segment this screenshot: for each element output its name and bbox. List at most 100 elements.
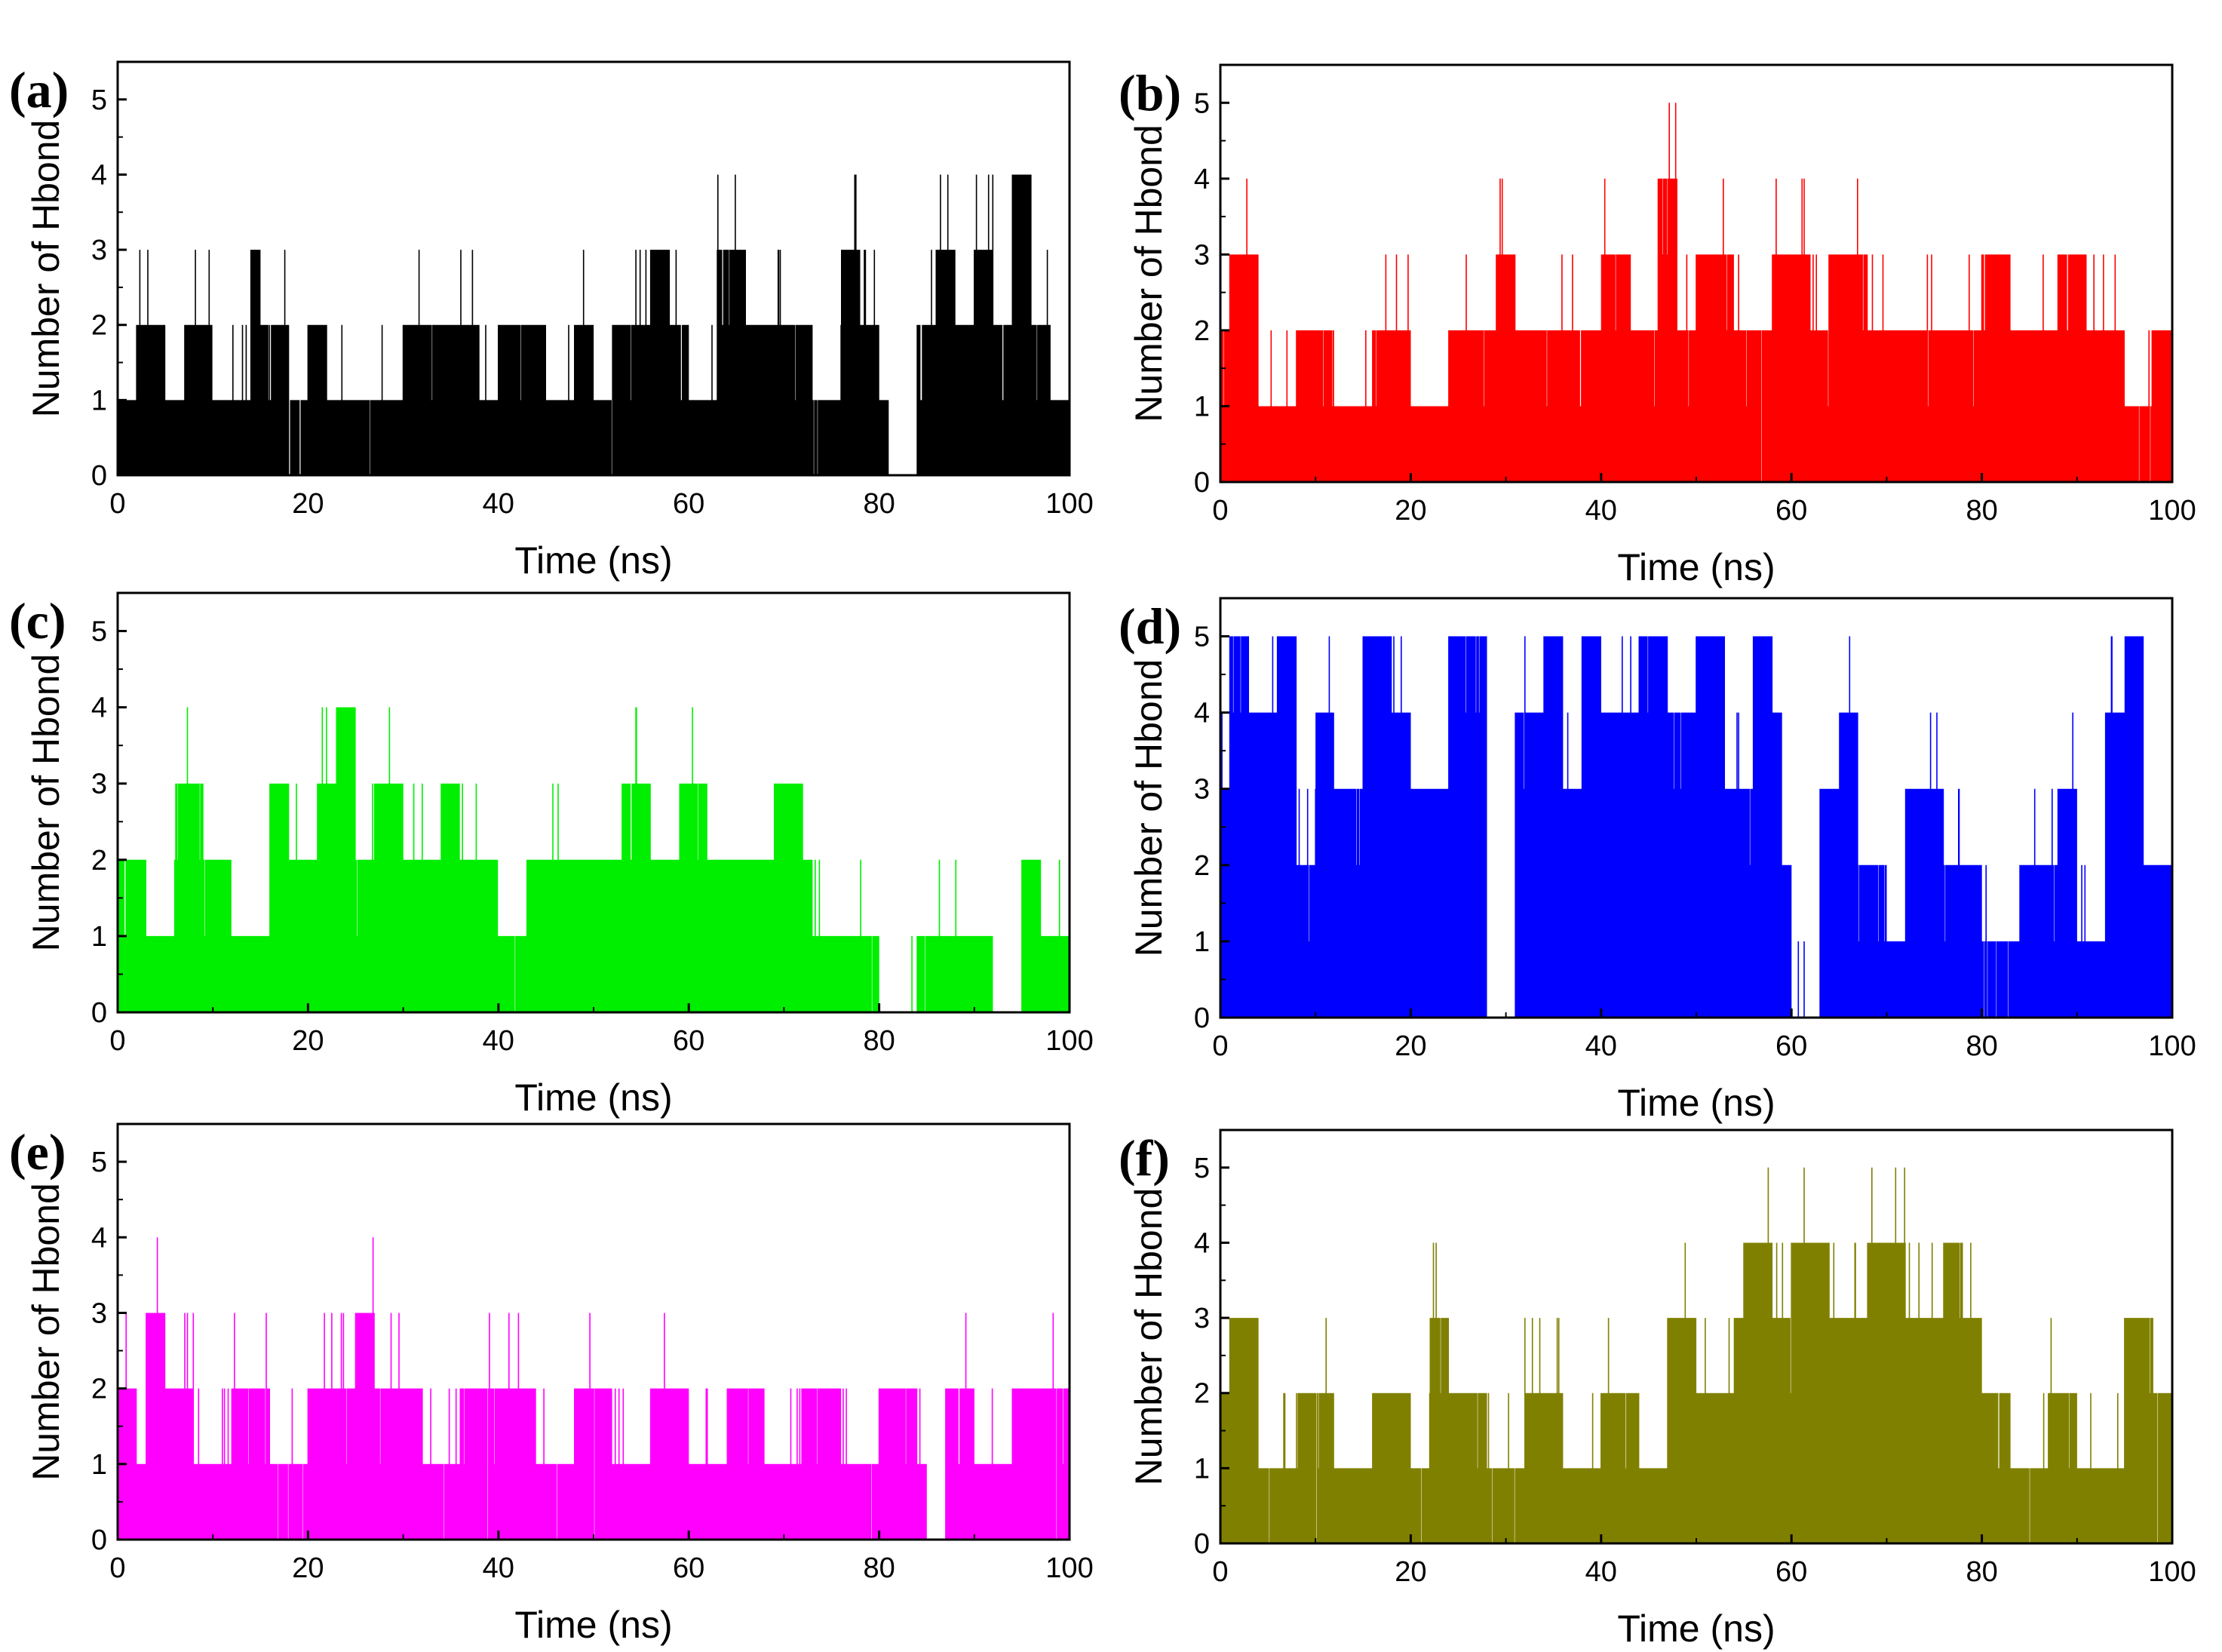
y-tick-label: 5 xyxy=(91,1147,107,1178)
y-tick-label: 3 xyxy=(1194,239,1210,271)
x-tick-label: 0 xyxy=(1212,495,1228,527)
series-line xyxy=(1220,103,2173,482)
panel-label: (e) xyxy=(9,1123,66,1181)
x-axis-title: Time (ns) xyxy=(1617,546,1775,588)
chart-panel: (e) 0 20 40 60 80 100 0 1 2 3 4 5 Time (ns) Number of … xyxy=(9,1122,1094,1646)
y-tick-label: 5 xyxy=(91,616,107,648)
series-line xyxy=(117,1237,1070,1540)
x-tick-label: 40 xyxy=(1585,495,1617,527)
x-tick-label: 0 xyxy=(109,488,125,520)
x-tick-label: 40 xyxy=(483,1025,514,1057)
panel-label: (a) xyxy=(9,61,69,118)
y-tick-label: 5 xyxy=(1194,88,1210,119)
x-axis-title: Time (ns) xyxy=(514,539,672,582)
x-tick-label: 80 xyxy=(1966,495,1997,527)
series-line xyxy=(1220,636,2173,1018)
y-tick-label: 5 xyxy=(1194,622,1210,653)
x-tick-label: 20 xyxy=(1395,495,1426,527)
x-tick-label: 60 xyxy=(1775,1556,1807,1588)
y-tick-label: 2 xyxy=(91,845,107,877)
y-tick-label: 4 xyxy=(91,159,107,191)
x-tick-label: 80 xyxy=(1966,1556,1997,1588)
y-tick-label: 4 xyxy=(91,1222,107,1254)
y-tick-label: 0 xyxy=(1194,1003,1210,1034)
x-tick-label: 60 xyxy=(673,1552,704,1584)
x-tick-label: 100 xyxy=(2148,1030,2196,1062)
x-tick-label: 60 xyxy=(673,1025,704,1057)
y-tick-label: 3 xyxy=(1194,1303,1210,1334)
x-tick-label: 20 xyxy=(1395,1030,1426,1062)
x-tick-label: 80 xyxy=(1966,1030,1997,1062)
series-line xyxy=(117,707,1070,1012)
y-tick-label: 2 xyxy=(1194,1378,1210,1410)
panel-label: (c) xyxy=(9,592,66,649)
y-tick-label: 0 xyxy=(91,1525,107,1556)
y-axis-title: Number of Hbond xyxy=(25,1183,67,1481)
y-tick-label: 0 xyxy=(91,460,107,492)
x-tick-label: 20 xyxy=(292,1025,324,1057)
x-tick-label: 60 xyxy=(1775,1030,1807,1062)
y-tick-label: 3 xyxy=(1194,774,1210,806)
x-tick-label: 20 xyxy=(292,488,324,520)
y-tick-label: 1 xyxy=(91,385,107,416)
x-tick-label: 0 xyxy=(1212,1556,1228,1588)
y-tick-label: 4 xyxy=(1194,164,1210,195)
y-tick-label: 0 xyxy=(1194,467,1210,499)
y-tick-label: 5 xyxy=(91,84,107,116)
x-tick-label: 100 xyxy=(1045,1552,1093,1584)
y-axis-title: Number of Hbond xyxy=(1128,1188,1170,1486)
x-tick-label: 40 xyxy=(1585,1556,1617,1588)
x-tick-label: 0 xyxy=(109,1025,125,1057)
x-axis-title: Time (ns) xyxy=(1617,1607,1775,1650)
x-tick-label: 60 xyxy=(673,488,704,520)
chart-panel: (c) 0 20 40 60 80 100 0 1 2 3 4 5 Time (ns) Number of … xyxy=(9,591,1094,1119)
y-tick-label: 3 xyxy=(91,1297,107,1329)
x-axis-title: Time (ns) xyxy=(1617,1082,1775,1124)
y-tick-label: 5 xyxy=(1194,1153,1210,1184)
x-tick-label: 100 xyxy=(2148,495,2196,527)
chart-panel: (d) 0 20 40 60 80 100 0 1 2 3 4 5 Time (ns) Number of … xyxy=(1119,597,2196,1124)
chart-panel: (f) 0 20 40 60 80 100 0 1 2 3 4 5 Time (ns) Number of … xyxy=(1119,1128,2196,1650)
y-axis-title: Number of Hbond xyxy=(1128,124,1170,422)
panel-label: (b) xyxy=(1119,64,1181,121)
y-tick-label: 0 xyxy=(91,997,107,1029)
y-tick-label: 1 xyxy=(1194,391,1210,422)
x-tick-label: 20 xyxy=(292,1552,324,1584)
y-tick-label: 1 xyxy=(1194,1453,1210,1485)
x-axis-title: Time (ns) xyxy=(514,1076,672,1119)
x-tick-label: 100 xyxy=(2148,1556,2196,1588)
series-line xyxy=(1220,1167,2173,1543)
y-tick-label: 4 xyxy=(1194,698,1210,729)
y-tick-label: 2 xyxy=(1194,315,1210,347)
series-line xyxy=(117,174,1070,475)
y-tick-label: 3 xyxy=(91,769,107,800)
x-tick-label: 80 xyxy=(863,1552,895,1584)
x-tick-label: 100 xyxy=(1045,1025,1093,1057)
x-tick-label: 20 xyxy=(1395,1556,1426,1588)
x-axis-title: Time (ns) xyxy=(514,1604,672,1646)
y-tick-label: 2 xyxy=(91,1374,107,1405)
y-axis-title: Number of Hbond xyxy=(25,654,67,952)
x-tick-label: 60 xyxy=(1775,495,1807,527)
x-tick-label: 40 xyxy=(1585,1030,1617,1062)
x-tick-label: 40 xyxy=(483,488,514,520)
y-tick-label: 0 xyxy=(1194,1528,1210,1560)
chart-panel: (a) 0 20 40 60 80 100 0 1 2 3 4 5 Time (ns) Number of … xyxy=(9,60,1094,582)
chart-panel: (b) 0 20 40 60 80 100 0 1 2 3 4 5 Time (ns) Number of … xyxy=(1119,63,2196,588)
y-axis-title: Number of Hbond xyxy=(25,120,67,418)
x-tick-label: 40 xyxy=(483,1552,514,1584)
y-tick-label: 3 xyxy=(91,235,107,266)
x-tick-label: 80 xyxy=(863,1025,895,1057)
panel-label: (d) xyxy=(1119,597,1181,655)
y-tick-label: 2 xyxy=(1194,850,1210,882)
x-tick-label: 0 xyxy=(109,1552,125,1584)
y-axis-title: Number of Hbond xyxy=(1128,659,1170,957)
y-tick-label: 4 xyxy=(91,692,107,724)
panel-label: (f) xyxy=(1119,1129,1170,1187)
x-tick-label: 100 xyxy=(1045,488,1093,520)
y-tick-label: 4 xyxy=(1194,1227,1210,1259)
y-tick-label: 1 xyxy=(1194,926,1210,958)
y-tick-label: 1 xyxy=(91,1449,107,1481)
x-tick-label: 0 xyxy=(1212,1030,1228,1062)
